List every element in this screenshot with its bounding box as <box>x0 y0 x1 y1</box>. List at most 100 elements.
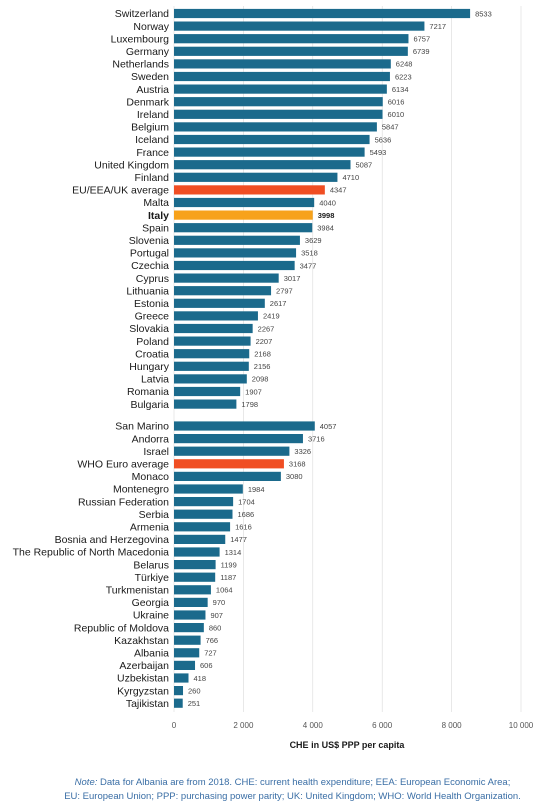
category-label: Czechia <box>131 260 169 272</box>
bar <box>174 534 226 544</box>
bar <box>174 361 249 371</box>
category-label: Slovakia <box>129 323 169 335</box>
category-label: Tajikistan <box>126 698 169 710</box>
category-label: Italy <box>148 210 169 222</box>
value-label: 3326 <box>294 447 311 456</box>
bar <box>174 471 281 481</box>
bar <box>174 686 184 696</box>
category-label: Kazakhstan <box>114 635 169 647</box>
value-label: 3998 <box>318 211 335 220</box>
bar <box>174 698 183 708</box>
bar <box>174 399 237 409</box>
category-label: Cyprus <box>136 273 169 285</box>
bar <box>174 446 290 456</box>
bar <box>174 560 216 570</box>
bar <box>174 648 200 658</box>
category-label: Serbia <box>139 509 170 521</box>
value-label: 2168 <box>254 350 271 359</box>
bar <box>174 298 265 308</box>
category-label: Russian Federation <box>78 496 169 508</box>
category-label: Bosnia and Herzegovina <box>55 534 170 546</box>
category-label: The Republic of North Macedonia <box>13 547 170 559</box>
category-label: Uzbekistan <box>117 673 169 685</box>
value-label: 418 <box>194 674 207 683</box>
value-label: 4057 <box>320 422 337 431</box>
bar <box>174 134 370 145</box>
value-label: 5847 <box>382 123 399 132</box>
category-label: Albania <box>134 648 169 660</box>
bar <box>174 484 243 494</box>
category-label: San Marino <box>115 421 169 433</box>
value-label: 606 <box>200 661 213 670</box>
bar <box>174 286 272 296</box>
bar <box>174 572 216 582</box>
category-label: Hungary <box>129 361 169 373</box>
category-label: Lithuania <box>126 285 169 297</box>
bar <box>174 197 315 208</box>
value-label: 6248 <box>396 60 413 69</box>
value-label: 766 <box>206 636 219 645</box>
value-label: 1686 <box>238 510 255 519</box>
category-label: Israel <box>143 446 169 458</box>
category-label: Malta <box>143 197 169 209</box>
bar <box>174 84 387 94</box>
value-label: 3080 <box>286 472 303 481</box>
value-label: 2098 <box>252 375 269 384</box>
category-label: Armenia <box>130 522 169 534</box>
bar <box>174 109 383 119</box>
category-label: Estonia <box>134 298 169 310</box>
bar <box>174 497 234 507</box>
value-label: 4040 <box>319 198 336 207</box>
x-tick-label: 4 000 <box>303 721 324 730</box>
value-label: 3017 <box>284 274 301 283</box>
footnote-note-label: Note: <box>74 777 98 788</box>
category-label: Denmark <box>126 96 169 108</box>
bar <box>174 610 206 620</box>
bar <box>174 160 351 170</box>
value-label: 970 <box>213 598 226 607</box>
value-label: 5493 <box>370 148 387 157</box>
bar <box>174 311 258 321</box>
bar <box>174 248 297 258</box>
value-label: 4710 <box>342 173 359 182</box>
category-label: Bulgaria <box>130 399 169 411</box>
value-label: 2156 <box>254 362 271 371</box>
category-label: Türkiye <box>135 572 170 584</box>
bar <box>174 547 220 557</box>
category-label: Latvia <box>141 374 169 386</box>
value-label: 1907 <box>245 387 262 396</box>
x-tick-label: 10 000 <box>509 721 534 730</box>
bar <box>174 336 251 346</box>
value-label: 7217 <box>429 22 446 31</box>
bar <box>174 147 365 157</box>
chart: Switzerland 8533 Norway 7217 Luxembourg 6757 G… <box>13 6 534 750</box>
value-label: 260 <box>188 686 201 695</box>
bar <box>174 585 211 595</box>
bar <box>174 660 196 670</box>
category-label: Portugal <box>130 248 169 260</box>
value-label: 3518 <box>301 249 318 258</box>
value-label: 5636 <box>375 135 392 144</box>
x-axis-title: CHE in US$ PPP per capita <box>290 740 406 750</box>
category-label: France <box>136 147 169 159</box>
bar <box>174 172 338 182</box>
category-label: Norway <box>133 21 169 33</box>
value-label: 2617 <box>270 299 287 308</box>
value-label: 1064 <box>216 586 233 595</box>
bar <box>174 260 295 271</box>
value-label: 907 <box>210 611 223 620</box>
category-label: Monaco <box>132 471 170 483</box>
category-label: Belarus <box>133 559 169 571</box>
bar <box>174 59 391 69</box>
value-label: 251 <box>188 699 201 708</box>
bar <box>174 349 250 359</box>
bar <box>174 71 390 82</box>
bar <box>174 374 247 384</box>
bar <box>174 459 284 469</box>
footnote-line-2: EU: European Union; PPP: purchasing powe… <box>64 791 521 802</box>
bar <box>174 421 315 431</box>
value-label: 2797 <box>276 287 293 296</box>
category-label: Kyrgyzstan <box>117 685 169 697</box>
bar <box>174 223 313 233</box>
category-label: Belgium <box>131 122 169 134</box>
